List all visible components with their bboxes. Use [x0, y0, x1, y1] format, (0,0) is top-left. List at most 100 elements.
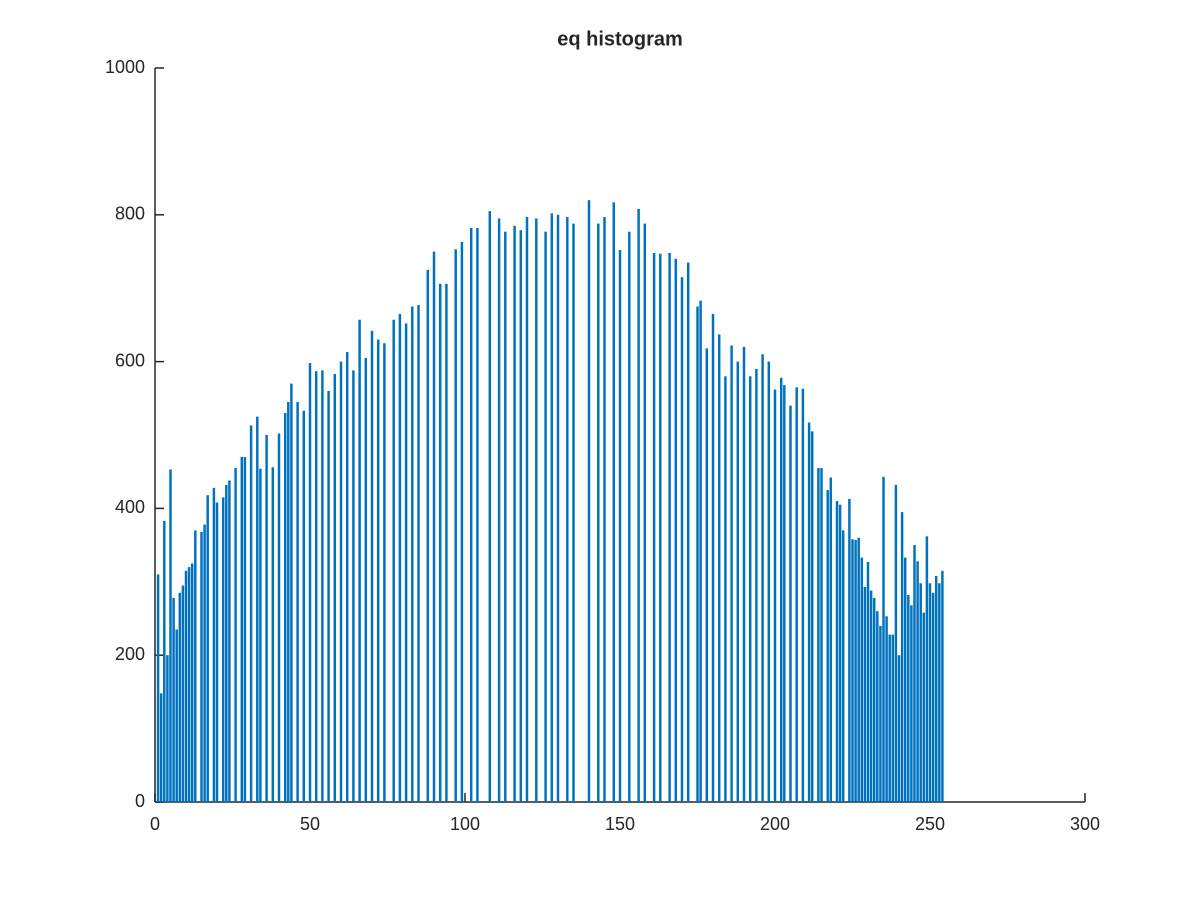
bar — [187, 567, 191, 802]
x-tick-label: 200 — [760, 814, 790, 834]
bar — [925, 536, 929, 802]
bar — [525, 217, 529, 802]
bar — [178, 592, 182, 802]
bar — [358, 319, 361, 802]
bar — [680, 277, 684, 802]
bar — [910, 605, 913, 802]
bar — [488, 211, 492, 802]
bar — [801, 388, 805, 802]
bar — [888, 634, 891, 802]
bar — [194, 530, 197, 802]
bar — [283, 412, 287, 802]
bar — [438, 283, 442, 802]
bar — [212, 487, 216, 802]
bar — [938, 583, 941, 802]
bar — [826, 490, 829, 802]
bar — [860, 557, 864, 802]
bar — [674, 258, 678, 803]
bar — [919, 583, 922, 802]
bar — [290, 383, 293, 802]
bar — [838, 504, 842, 802]
bar — [817, 468, 820, 802]
bar — [900, 512, 904, 802]
bar — [190, 563, 194, 802]
bar — [885, 616, 888, 802]
bar — [243, 457, 247, 802]
bar — [882, 476, 885, 802]
bar — [876, 611, 879, 802]
bar — [175, 629, 178, 802]
bar — [783, 385, 786, 802]
bar — [897, 655, 901, 802]
x-tick-label: 100 — [450, 814, 480, 834]
y-tick-label: 400 — [115, 497, 145, 517]
bar — [225, 484, 228, 802]
bar — [566, 217, 569, 802]
bar — [321, 370, 324, 802]
bar — [807, 422, 811, 802]
bar — [519, 230, 523, 803]
bar — [296, 401, 299, 802]
bar — [271, 467, 275, 802]
bar — [686, 262, 690, 802]
x-tick-label: 50 — [300, 814, 320, 834]
bar — [848, 498, 851, 802]
bar — [550, 213, 554, 802]
bar — [156, 574, 160, 802]
bar — [256, 416, 259, 802]
bar — [445, 283, 448, 802]
bar — [866, 561, 870, 802]
bar — [789, 405, 792, 802]
bar — [829, 477, 833, 802]
bar — [333, 374, 337, 802]
y-tick-label: 0 — [135, 791, 145, 811]
bar — [761, 354, 764, 802]
bar — [411, 306, 414, 802]
bar — [711, 313, 715, 802]
bar — [364, 357, 368, 802]
bar — [755, 368, 758, 802]
bar — [345, 352, 349, 802]
bar — [928, 583, 932, 802]
bar — [659, 253, 662, 802]
bar — [556, 214, 560, 803]
bar — [476, 228, 479, 803]
bar — [221, 497, 225, 802]
bar — [717, 334, 721, 802]
y-tick-label: 200 — [115, 644, 145, 664]
bar — [637, 208, 640, 803]
bar — [240, 457, 244, 802]
bar — [907, 595, 910, 802]
bar — [426, 269, 430, 803]
bar — [228, 480, 231, 802]
bar — [206, 495, 209, 802]
bar — [432, 251, 436, 802]
bar — [184, 570, 188, 802]
bar — [277, 433, 281, 802]
bar — [820, 468, 823, 802]
bar — [460, 241, 464, 802]
bar — [835, 501, 839, 802]
bar — [872, 597, 876, 802]
bar — [417, 305, 420, 802]
bar — [742, 346, 746, 802]
bar — [339, 361, 343, 802]
bar — [392, 319, 395, 802]
bar — [863, 586, 867, 802]
bar — [841, 530, 845, 802]
bar — [200, 531, 203, 802]
bar — [370, 330, 374, 802]
bar — [767, 361, 771, 802]
bar — [504, 231, 507, 802]
bar — [922, 612, 926, 802]
bar — [308, 363, 312, 802]
bar — [159, 693, 163, 802]
chart-title: eq histogram — [557, 28, 683, 50]
bar — [903, 557, 907, 802]
bar — [535, 218, 538, 803]
y-tick-label: 800 — [115, 204, 145, 224]
bar — [736, 361, 740, 802]
bar — [730, 345, 733, 802]
